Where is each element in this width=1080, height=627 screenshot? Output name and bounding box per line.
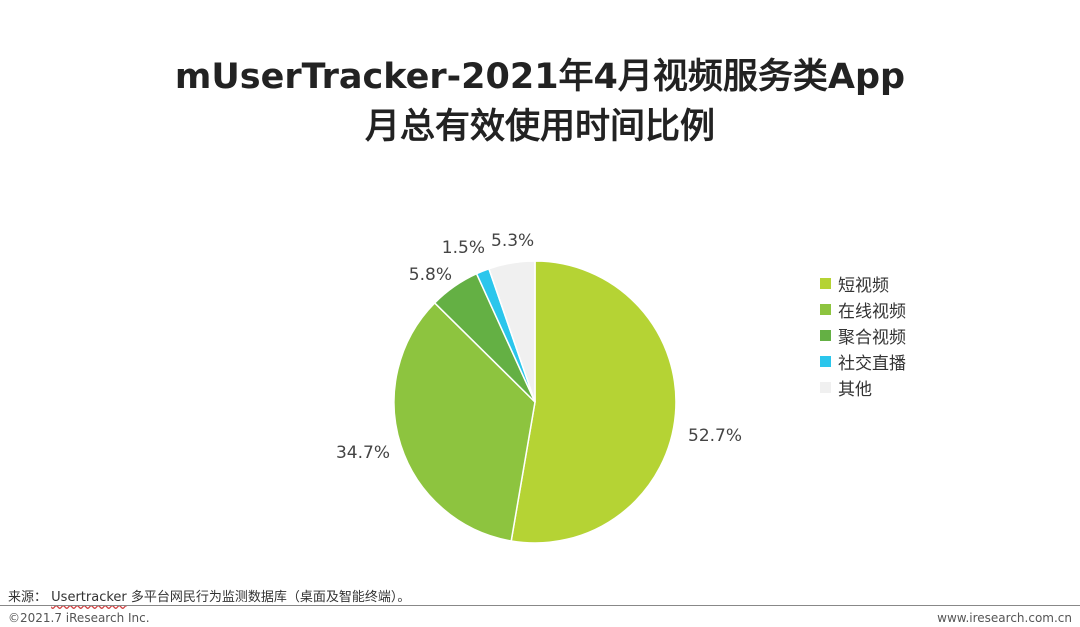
legend-item-5: 其他 [820,374,906,400]
pie-slice-5 [487,260,536,403]
slice-value-label-2: 34.7% [336,443,390,463]
source-prefix: 来源： [8,590,48,605]
chart-legend: 短视频在线视频聚合视频社交直播其他 [820,270,906,400]
slice-value-label-1: 52.7% [688,426,742,446]
footer-divider [0,605,1080,606]
legend-item-2: 在线视频 [820,296,906,322]
legend-item-1: 短视频 [820,270,906,296]
legend-item-3: 聚合视频 [820,322,906,348]
slice-value-label-5: 5.3% [491,231,534,251]
legend-label-4: 社交直播 [838,353,906,374]
slice-value-label-4: 1.5% [442,238,485,258]
legend-item-4: 社交直播 [820,348,906,374]
pie-chart: 52.7% 34.7% 5.8% 1.5% 5.3% [336,231,742,544]
legend-swatch-3 [820,329,831,341]
source-note: 来源： Usertracker 多平台网民行为监测数据库（桌面及智能终端）。 [8,586,410,605]
slice-value-label-3: 5.8% [409,265,452,285]
footer-website[interactable]: www.iresearch.com.cn [937,611,1072,625]
chart-title-line1: mUserTracker-2021年4月视频服务类App [174,57,906,97]
legend-label-5: 其他 [838,379,872,400]
legend-swatch-4 [820,355,831,367]
legend-swatch-1 [820,277,831,289]
legend-swatch-5 [820,381,831,393]
legend-label-2: 在线视频 [838,301,906,322]
source-text: 多平台网民行为监测数据库（桌面及智能终端）。 [126,590,411,605]
pie-slice-1 [510,260,677,544]
chart-title: mUserTracker-2021年4月视频服务类App 月总有效使用时间比例 [0,52,1080,152]
legend-label-1: 短视频 [838,275,889,296]
footer-copyright: ©2021.7 iResearch Inc. [8,611,150,625]
chart-title-line2: 月总有效使用时间比例 [364,107,715,147]
legend-label-3: 聚合视频 [838,327,906,348]
pie-slice-2 [393,301,536,542]
legend-swatch-2 [820,303,831,315]
source-brand: Usertracker [51,590,127,605]
